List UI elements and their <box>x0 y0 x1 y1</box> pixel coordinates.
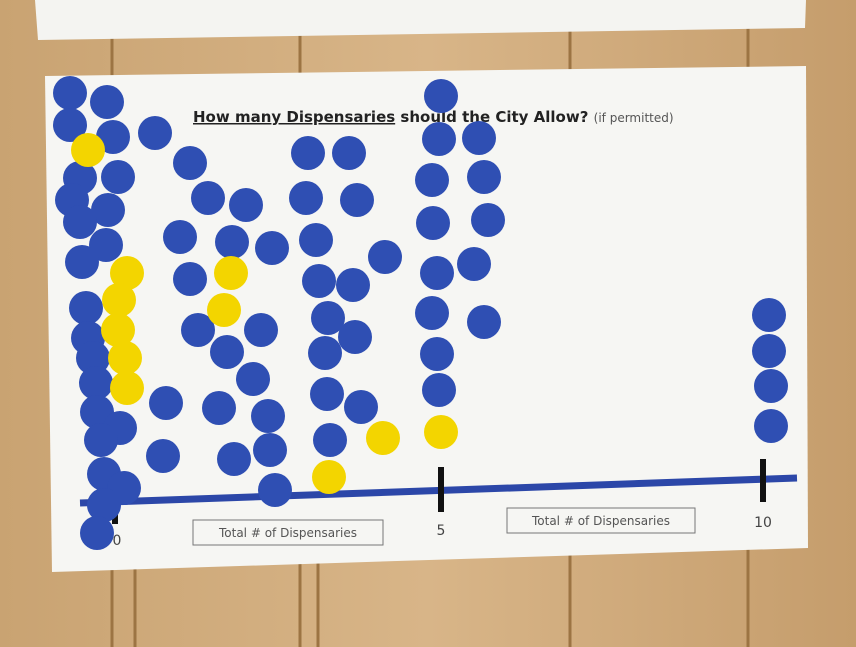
blue-dot <box>302 264 336 298</box>
blue-dot <box>338 320 372 354</box>
blue-dot <box>420 256 454 290</box>
blue-dot <box>344 390 378 424</box>
yellow-dot <box>101 313 135 347</box>
label-box <box>192 519 384 546</box>
blue-dot <box>416 206 450 240</box>
blue-dot <box>149 386 183 420</box>
blue-dot <box>754 369 788 403</box>
blue-dot <box>79 366 113 400</box>
blue-dot <box>191 181 225 215</box>
yellow-dot <box>102 283 136 317</box>
blue-dot <box>340 183 374 217</box>
blue-dot <box>291 136 325 170</box>
blue-dot <box>215 225 249 259</box>
blue-dot <box>84 423 118 457</box>
axis-box-label: Total # of Dispensaries <box>531 514 670 528</box>
blue-dot <box>96 120 130 154</box>
blue-dot <box>90 85 124 119</box>
blue-dot <box>63 205 97 239</box>
yellow-dot <box>214 256 248 290</box>
blue-dot <box>53 76 87 110</box>
title-underlined: How many Dispensaries <box>193 108 395 126</box>
blue-dot <box>422 373 456 407</box>
blue-dot <box>138 116 172 150</box>
blue-dot <box>467 160 501 194</box>
label-box <box>506 507 696 534</box>
yellow-dot <box>312 460 346 494</box>
blue-dot <box>308 336 342 370</box>
blue-dot <box>65 245 99 279</box>
blue-dot <box>251 399 285 433</box>
blue-dot <box>101 160 135 194</box>
blue-dot <box>53 108 87 142</box>
blue-dot <box>368 240 402 274</box>
title: How many Dispensaries should the City Al… <box>193 108 674 126</box>
yellow-dot <box>110 371 144 405</box>
yellow-dot <box>110 256 144 290</box>
blue-dot <box>69 291 103 325</box>
blue-dot <box>244 313 278 347</box>
blue-dot <box>217 442 251 476</box>
blue-dot <box>462 121 496 155</box>
yellow-dot <box>424 415 458 449</box>
blue-dot <box>258 473 292 507</box>
blue-dot <box>173 146 207 180</box>
blue-dot <box>255 231 289 265</box>
blue-dot <box>253 433 287 467</box>
blue-dot <box>420 337 454 371</box>
blue-dot <box>752 298 786 332</box>
blue-dot <box>236 362 270 396</box>
blue-dot <box>87 488 121 522</box>
blue-dot <box>471 203 505 237</box>
blue-dot <box>332 136 366 170</box>
yellow-dot <box>207 293 241 327</box>
blue-dot <box>289 181 323 215</box>
vote-dots <box>53 76 788 550</box>
upper-paper <box>35 0 806 40</box>
blue-dot <box>229 188 263 222</box>
blue-dot <box>210 335 244 369</box>
yellow-dot <box>71 133 105 167</box>
blue-dot <box>415 296 449 330</box>
blue-dot <box>181 313 215 347</box>
blue-dot <box>415 163 449 197</box>
blue-dot <box>424 79 458 113</box>
blue-dot <box>467 305 501 339</box>
blue-dot <box>422 122 456 156</box>
blue-dot <box>313 423 347 457</box>
blue-dot <box>311 301 345 335</box>
blue-dot <box>173 262 207 296</box>
axis-label: 5 <box>437 523 446 539</box>
blue-dot <box>752 334 786 368</box>
axis-label: 0 <box>113 533 122 549</box>
blue-dot <box>89 228 123 262</box>
blue-dot <box>299 223 333 257</box>
title-rest: should the City Allow? <box>400 108 588 126</box>
title-note: (if permitted) <box>594 111 674 125</box>
blue-dot <box>91 193 125 227</box>
blue-dot <box>457 247 491 281</box>
blue-dot <box>163 220 197 254</box>
yellow-dot <box>108 341 142 375</box>
blue-dot <box>754 409 788 443</box>
yellow-dot <box>366 421 400 455</box>
blue-dot <box>310 377 344 411</box>
blue-dot <box>76 341 110 375</box>
blue-dot <box>146 439 180 473</box>
axis-box-label: Total # of Dispensaries <box>218 526 357 540</box>
blue-dot <box>80 516 114 550</box>
blue-dot <box>336 268 370 302</box>
blue-dot <box>202 391 236 425</box>
axis-label: 10 <box>754 515 772 531</box>
